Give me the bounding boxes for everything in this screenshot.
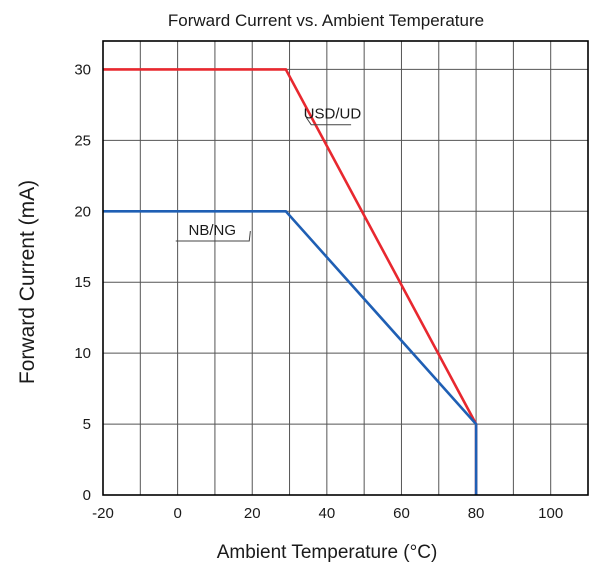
series-layer <box>103 68 478 495</box>
grid-lines <box>103 41 588 495</box>
y-tick-labels: 0 5 10 15 20 25 30 <box>74 61 91 504</box>
y-tick-label: 20 <box>74 203 91 220</box>
x-tick-label: -20 <box>92 505 114 522</box>
x-tick-label: 0 <box>173 505 181 522</box>
y-tick-label: 10 <box>74 345 91 362</box>
y-tick-label: 0 <box>83 487 91 504</box>
series-label: NB/NG <box>189 222 237 239</box>
x-tick-label: 40 <box>319 505 336 522</box>
y-tick-label: 5 <box>83 416 91 433</box>
x-tick-label: 80 <box>468 505 485 522</box>
series-callouts: USD/UD NB/NG <box>175 106 362 242</box>
x-tick-label: 60 <box>393 505 410 522</box>
series-line-nb-ng <box>103 210 478 495</box>
chart-title: Forward Current vs. Ambient Temperature <box>168 11 484 30</box>
y-tick-label: 25 <box>74 132 91 149</box>
series-label: USD/UD <box>304 106 362 123</box>
callout-leader-line <box>305 117 352 126</box>
plot-frame <box>102 40 589 496</box>
x-tick-label: 20 <box>244 505 261 522</box>
callout-leader-line <box>175 231 251 242</box>
y-tick-label: 30 <box>74 61 91 78</box>
x-axis-label: Ambient Temperature (°C) <box>217 542 438 563</box>
y-tick-label: 15 <box>74 274 91 291</box>
x-tick-labels: -20 0 20 40 60 80 100 <box>92 505 563 522</box>
y-axis-label: Forward Current (mA) <box>16 180 39 384</box>
x-tick-label: 100 <box>538 505 563 522</box>
